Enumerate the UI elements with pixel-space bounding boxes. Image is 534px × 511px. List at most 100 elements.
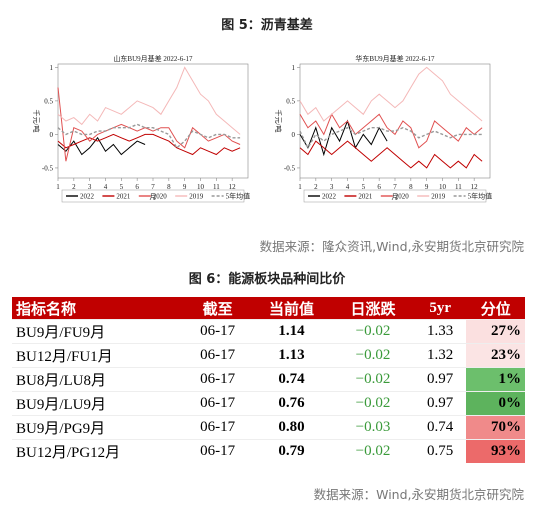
- y-tick-label: -0.5: [284, 164, 296, 172]
- x-tick-label: 10: [197, 183, 205, 191]
- cell: 0.97: [413, 391, 467, 416]
- x-tick-label: 3: [88, 183, 92, 191]
- legend-box: [303, 189, 487, 203]
- cell: 1.32: [413, 343, 467, 368]
- legend-label: 2020: [153, 193, 168, 201]
- header-cell: 截至: [184, 297, 251, 320]
- y-tick-label: 0.5: [44, 97, 53, 105]
- series-line: [57, 87, 241, 162]
- cell: 0.75: [413, 439, 467, 463]
- cell: BU9月/PG9月: [12, 415, 185, 440]
- cell: −0.02: [332, 439, 414, 463]
- table-row: BU9月/LU9月 06-17 0.76 −0.02 0.97 0%: [12, 391, 525, 416]
- header-cell: 日涨跌: [332, 297, 414, 320]
- y-tick-label: 0: [50, 131, 54, 139]
- cell: −0.02: [332, 391, 414, 416]
- chart-title: 华东BU9月基差 2022-6-17: [355, 54, 435, 63]
- x-tick-label: 3: [330, 183, 334, 191]
- x-tick-label: 10: [439, 183, 447, 191]
- cell: 0.74: [250, 367, 333, 392]
- cell: 1.14: [250, 319, 333, 344]
- legend-label: 2019: [431, 193, 446, 201]
- y-axis-label: 千元/吨: [32, 110, 41, 133]
- cell: −0.02: [332, 319, 414, 344]
- cell: 06-17: [184, 319, 251, 344]
- table-row: BU12月/FU1月 06-17 1.13 −0.02 1.32 23%: [12, 343, 525, 368]
- source: 数据来源：Wind,永安期货北京研究院: [313, 487, 524, 502]
- cell: −0.02: [332, 367, 414, 392]
- x-tick-label: 2: [314, 183, 318, 191]
- x-tick-label: 5: [120, 183, 124, 191]
- x-tick-label: 11: [213, 183, 220, 191]
- series-line: [299, 140, 483, 169]
- header-cell: 分位: [466, 297, 525, 320]
- x-tick-label: 9: [425, 183, 429, 191]
- table-row: BU12月/PG12月 06-17 0.79 −0.02 0.75 93%: [12, 439, 525, 463]
- x-tick-label: 6: [377, 183, 381, 191]
- x-tick-label: 6: [135, 183, 139, 191]
- legend-label: 2021: [116, 193, 130, 201]
- cell: BU9月/LU9月: [12, 391, 185, 416]
- x-tick-label: 8: [167, 183, 171, 191]
- series-line: [57, 66, 241, 135]
- header-row: 指标名称 截至 当前值 日涨跌 5yr 分位: [12, 297, 525, 320]
- cell: 0.79: [250, 439, 333, 463]
- cell: 1.33: [413, 319, 467, 344]
- y-tick-label: 1: [292, 64, 296, 72]
- y-tick-label: 0.5: [286, 97, 295, 105]
- y-tick-label: 0: [292, 131, 296, 139]
- cell: 93%: [466, 439, 525, 463]
- plot-frame: [299, 63, 491, 179]
- cell: 06-17: [184, 391, 251, 416]
- series-line: [57, 123, 241, 149]
- x-tick-label: 2: [72, 183, 76, 191]
- figure-title: 图 5：沥青基差: [221, 18, 313, 33]
- legend-label: 2021: [358, 193, 373, 201]
- x-tick-label: 12: [471, 183, 479, 191]
- cell: 1%: [466, 367, 525, 392]
- cell: 0.76: [250, 391, 333, 416]
- cell: −0.02: [332, 343, 414, 368]
- table-row: BU9月/FU9月 06-17 1.14 −0.02 1.33 27%: [12, 319, 525, 344]
- legend-label: 5年均值: [468, 192, 493, 201]
- cell: −0.03: [332, 415, 414, 440]
- header-cell: 指标名称: [12, 297, 185, 320]
- cell: 0.74: [413, 415, 467, 440]
- table-row: BU8月/LU8月 06-17 0.74 −0.02 0.97 1%: [12, 367, 525, 392]
- x-tick-label: 1: [298, 183, 302, 191]
- cell: 27%: [466, 319, 525, 344]
- y-tick-label: -0.5: [42, 164, 54, 172]
- cell: BU9月/FU9月: [12, 319, 185, 344]
- cell: 1.13: [250, 343, 333, 368]
- table-row: BU9月/PG9月 06-17 0.80 −0.03 0.74 70%: [12, 415, 525, 440]
- series-line: [57, 136, 146, 156]
- y-axis-label: 千元/吨: [274, 110, 283, 133]
- series-line: [299, 126, 483, 150]
- x-tick-label: 12: [229, 183, 237, 191]
- legend-label: 2022: [80, 193, 95, 201]
- x-axis-label: 月: [392, 193, 399, 201]
- series-line: [57, 133, 241, 156]
- figure-title: 图 6：能源板块品种间比价: [188, 272, 346, 287]
- x-tick-label: 1: [56, 183, 60, 191]
- cell: BU8月/LU8月: [12, 367, 185, 392]
- legend-label: 2020: [395, 193, 410, 201]
- cell: BU12月/FU1月: [12, 343, 185, 368]
- source: 数据来源：隆众资讯,Wind,永安期货北京研究院: [259, 239, 524, 254]
- cell: BU12月/PG12月: [12, 439, 185, 463]
- x-tick-label: 9: [183, 183, 187, 191]
- x-tick-label: 5: [362, 183, 366, 191]
- x-tick-label: 4: [104, 183, 108, 191]
- series-line: [299, 66, 483, 122]
- cell: 06-17: [184, 439, 251, 463]
- x-tick-label: 7: [151, 183, 155, 191]
- legend-label: 2022: [322, 193, 337, 201]
- header-cell: 5yr: [413, 297, 467, 320]
- x-tick-label: 8: [409, 183, 413, 191]
- cell: 23%: [466, 343, 525, 368]
- y-tick-label: 1: [50, 64, 54, 72]
- table: 指标名称 截至 当前值 日涨跌 5yr 分位 BU9月/FU9月 06-17 1.14 −0.02…: [12, 297, 525, 463]
- cell: 0%: [466, 391, 525, 416]
